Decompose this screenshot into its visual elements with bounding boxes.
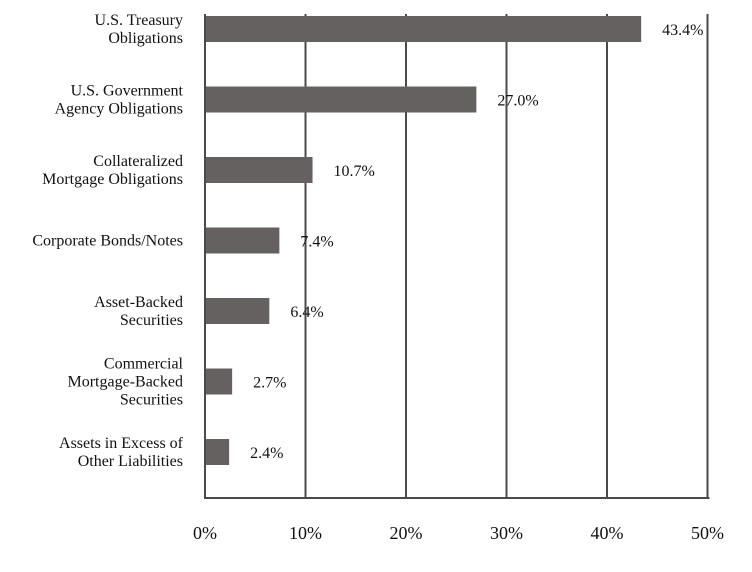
- category-label-0: U.S. Treasury Obligations: [95, 12, 183, 47]
- value-label-5: 2.7%: [253, 375, 286, 392]
- value-labels: 43.4% 27.0% 10.7% 7.4% 6.4% 2.7% 2.4%: [250, 22, 703, 462]
- bar-3: [205, 227, 280, 254]
- bar-5: [205, 368, 233, 395]
- category-label-5: Commercial Mortgage-Backed Securities: [67, 356, 183, 409]
- value-label-6: 2.4%: [250, 445, 283, 462]
- x-tick-label-10: 10%: [289, 523, 322, 543]
- value-label-3: 7.4%: [300, 234, 333, 251]
- category-labels: U.S. Treasury Obligations U.S. Government A…: [32, 12, 183, 470]
- x-tick-label-30: 30%: [490, 523, 523, 543]
- bar-6: [205, 439, 230, 465]
- value-label-2: 10.7%: [334, 163, 375, 180]
- bar-0: [205, 16, 642, 42]
- category-label-2: Collateralized Mortgage Obligations: [42, 153, 183, 188]
- x-tick-labels: 0% 10% 20% 30% 40% 50%: [193, 523, 724, 543]
- value-label-4: 6.4%: [290, 304, 323, 321]
- value-label-0: 43.4%: [662, 22, 703, 39]
- x-tick-label-0: 0%: [193, 523, 217, 543]
- x-tick-label-20: 20%: [390, 523, 423, 543]
- x-axis: [204, 14, 710, 499]
- category-label-4: Asset-Backed Securities: [94, 294, 183, 329]
- bars: [205, 16, 642, 465]
- category-label-6: Assets in Excess of Other Liabilities: [59, 435, 184, 470]
- x-tick-label-40: 40%: [591, 523, 624, 543]
- category-label-1: U.S. Government Agency Obligations: [55, 83, 184, 118]
- value-label-1: 27.0%: [497, 93, 538, 110]
- bar-4: [205, 298, 270, 324]
- bar-1: [205, 86, 477, 113]
- bar-2: [205, 157, 313, 183]
- category-label-3: Corporate Bonds/Notes: [32, 233, 183, 250]
- x-tick-label-50: 50%: [691, 523, 724, 543]
